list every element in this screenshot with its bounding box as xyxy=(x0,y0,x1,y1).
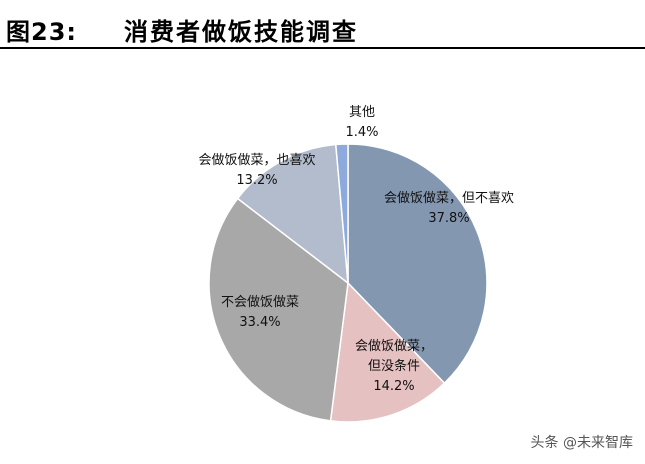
pie-slice-3 xyxy=(236,143,349,285)
slice-value-label-4: 1.4% xyxy=(345,125,378,140)
slice-category-label-3: 会做饭做菜，也喜欢 xyxy=(198,153,315,168)
slice-category-label-1: 会做饭做菜， xyxy=(355,339,433,354)
title-divider xyxy=(0,47,645,49)
pie-slice-1 xyxy=(329,281,446,423)
slice-category-label-1: 但没条件 xyxy=(368,358,420,374)
pie-slice-4 xyxy=(334,143,349,284)
figure-header: 图23: 消费者做饭技能调查 xyxy=(0,0,645,50)
slice-value-label-2: 33.4% xyxy=(239,315,280,330)
watermark: 头条 @未来智库 xyxy=(530,435,633,451)
figure-label: 图23: xyxy=(6,18,77,46)
slice-value-label-3: 13.2% xyxy=(236,173,277,188)
chart-title: 消费者做饭技能调查 xyxy=(124,18,358,46)
pie-slice-2 xyxy=(208,197,349,422)
slice-value-label-1: 14.2% xyxy=(373,379,414,394)
slice-value-label-0: 37.8% xyxy=(428,211,469,226)
slice-category-label-0: 会做饭做菜，但不喜欢 xyxy=(384,191,514,206)
slice-category-label-2: 不会做饭做菜 xyxy=(221,295,299,310)
slice-category-label-4: 其他 xyxy=(349,105,375,120)
pie-slice-0 xyxy=(347,143,488,385)
